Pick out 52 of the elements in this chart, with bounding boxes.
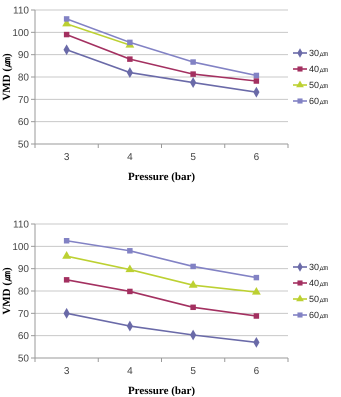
legend-label: 50㎛ xyxy=(309,294,328,304)
y-tick-label: 100 xyxy=(12,28,30,39)
y-tick-label: 60 xyxy=(18,331,30,342)
y-tick-label: 60 xyxy=(18,117,30,128)
point xyxy=(190,71,196,77)
point xyxy=(190,264,196,270)
y-tick-label: 100 xyxy=(12,242,30,253)
y-tick-label: 90 xyxy=(18,264,30,276)
point xyxy=(254,274,260,280)
y-tick-label: 80 xyxy=(18,286,30,298)
legend-label: 40㎛ xyxy=(309,64,328,74)
point xyxy=(62,251,72,259)
point xyxy=(252,287,261,295)
legend-label: 60㎛ xyxy=(309,310,328,320)
point xyxy=(125,264,134,272)
x-tick-label: 6 xyxy=(254,152,260,163)
x-axis-title: Pressure (bar) xyxy=(128,171,196,183)
point xyxy=(64,277,70,283)
y-tick-label: 50 xyxy=(18,140,30,150)
y-axis-title: VMD (㎛) xyxy=(1,266,13,315)
legend-label: 30㎛ xyxy=(309,262,328,272)
x-tick-label: 5 xyxy=(190,366,196,377)
y-tick-label: 70 xyxy=(18,94,30,106)
x-tick-label: 3 xyxy=(64,152,70,163)
point xyxy=(254,313,260,319)
y-tick-label: 70 xyxy=(18,308,30,320)
y-tick-label: 80 xyxy=(18,72,30,84)
x-tick-label: 3 xyxy=(64,366,70,377)
point xyxy=(127,248,133,254)
y-axis-title: VMD (㎛) xyxy=(1,52,13,101)
x-tick-label: 4 xyxy=(127,152,134,163)
point xyxy=(188,280,198,288)
y-tick-label: 110 xyxy=(13,6,30,16)
point xyxy=(254,72,260,78)
point xyxy=(190,304,196,310)
y-tick-label: 90 xyxy=(18,50,30,62)
x-tick-label: 4 xyxy=(127,366,134,377)
y-tick-label: 110 xyxy=(13,220,30,230)
x-tick-label: 5 xyxy=(190,152,196,163)
point xyxy=(127,56,133,62)
point xyxy=(190,59,196,65)
legend-label: 60㎛ xyxy=(309,96,328,106)
point xyxy=(64,32,70,38)
x-axis-title: Pressure (bar) xyxy=(128,385,196,397)
x-tick-label: 6 xyxy=(254,366,260,377)
point xyxy=(64,238,70,244)
legend-label: 40㎛ xyxy=(309,278,328,288)
legend-label: 30㎛ xyxy=(309,48,328,58)
y-tick-label: 50 xyxy=(18,354,30,364)
point xyxy=(254,78,260,84)
legend-label: 50㎛ xyxy=(309,80,328,90)
point xyxy=(127,288,133,294)
